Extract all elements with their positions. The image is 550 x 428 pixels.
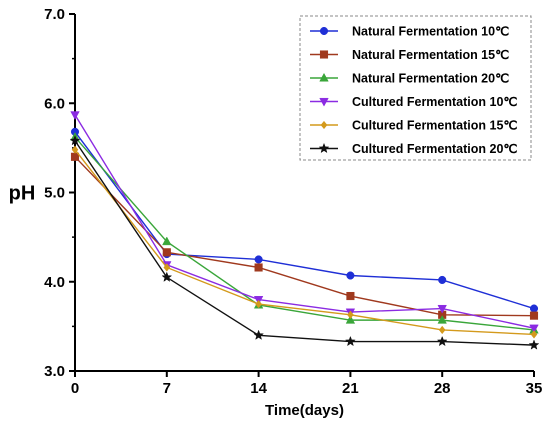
axes: 0 7 14 21 28 35 3.0 4.0 5.0 6.0 7.0 Time(days) pH — [9, 6, 543, 419]
y-ticks: 3.0 4.0 5.0 6.0 7.0 — [44, 6, 75, 380]
x-ticks: 0 7 14 21 28 35 — [71, 371, 543, 397]
y-tick-label: 4.0 — [44, 274, 65, 291]
series-line — [74, 149, 535, 336]
x-axis-title: Time(days) — [265, 402, 344, 419]
legend-item: Cultured Fermentation 20℃ — [310, 142, 517, 156]
legend-item: Cultured Fermentation 15℃ — [310, 119, 517, 133]
series-6 — [69, 135, 540, 350]
data-point — [529, 324, 539, 334]
legend-item: Natural Fermentation 10℃ — [310, 25, 509, 39]
legend-label: Cultured Fermentation 15℃ — [352, 119, 517, 133]
series-5 — [71, 145, 538, 339]
legend-marker — [319, 97, 329, 107]
x-tick-label: 21 — [342, 380, 359, 397]
series-line — [74, 156, 535, 317]
plot-series — [69, 111, 540, 350]
data-point — [69, 135, 81, 146]
legend-marker — [319, 26, 329, 36]
x-tick-label: 7 — [163, 380, 171, 397]
legend-marker — [319, 72, 329, 82]
series-line — [74, 136, 535, 331]
y-tick-label: 5.0 — [44, 185, 65, 202]
data-point — [253, 329, 265, 340]
y-tick-label: 3.0 — [44, 363, 65, 380]
data-point — [255, 299, 262, 309]
data-point — [344, 335, 356, 347]
data-point — [162, 236, 172, 246]
data-point — [529, 304, 539, 313]
series-line — [74, 140, 535, 346]
series-3 — [70, 132, 539, 334]
data-point — [437, 315, 447, 324]
legend-marker — [319, 50, 329, 59]
data-point — [528, 339, 540, 350]
data-point — [530, 330, 538, 339]
legend-box — [299, 15, 532, 161]
data-point — [438, 325, 446, 335]
legend-marker — [320, 120, 328, 130]
y-tick-label: 6.0 — [44, 95, 65, 112]
legend-item: Natural Fermentation 20℃ — [310, 72, 509, 86]
y-axis-title: pH — [9, 183, 36, 205]
legend-item: Cultured Fermentation 10℃ — [310, 95, 517, 109]
legend-label: Natural Fermentation 15℃ — [352, 48, 509, 62]
data-point — [70, 111, 80, 120]
legend-marker — [318, 142, 330, 154]
data-point — [254, 263, 263, 272]
legend-label: Natural Fermentation 20℃ — [352, 72, 509, 86]
data-point — [71, 145, 79, 154]
data-point — [163, 263, 171, 272]
legend-label: Cultured Fermentation 20℃ — [352, 142, 517, 156]
data-point — [161, 271, 173, 282]
x-tick-label: 35 — [526, 380, 543, 397]
y-tick-label: 7.0 — [44, 6, 65, 23]
data-point — [436, 335, 448, 347]
legend-items: Natural Fermentation 10℃ Natural Fermenta… — [310, 25, 517, 156]
data-point — [347, 310, 354, 319]
series-line — [74, 114, 535, 329]
x-tick-label: 14 — [250, 380, 267, 397]
data-point — [438, 275, 447, 285]
legend-item: Natural Fermentation 15℃ — [310, 48, 509, 62]
x-tick-label: 28 — [434, 380, 451, 397]
data-point — [529, 311, 539, 320]
data-point — [437, 304, 447, 314]
x-tick-label: 0 — [71, 380, 79, 397]
series-line — [74, 131, 535, 310]
data-point — [346, 291, 355, 301]
data-point — [345, 315, 356, 324]
data-point — [346, 271, 355, 280]
data-point — [254, 255, 263, 264]
series-2 — [70, 152, 539, 320]
legend-label: Natural Fermentation 10℃ — [352, 25, 509, 39]
legend: Natural Fermentation 10℃ Natural Fermenta… — [299, 15, 532, 161]
data-point — [162, 248, 171, 257]
legend-label: Cultured Fermentation 10℃ — [352, 95, 517, 109]
